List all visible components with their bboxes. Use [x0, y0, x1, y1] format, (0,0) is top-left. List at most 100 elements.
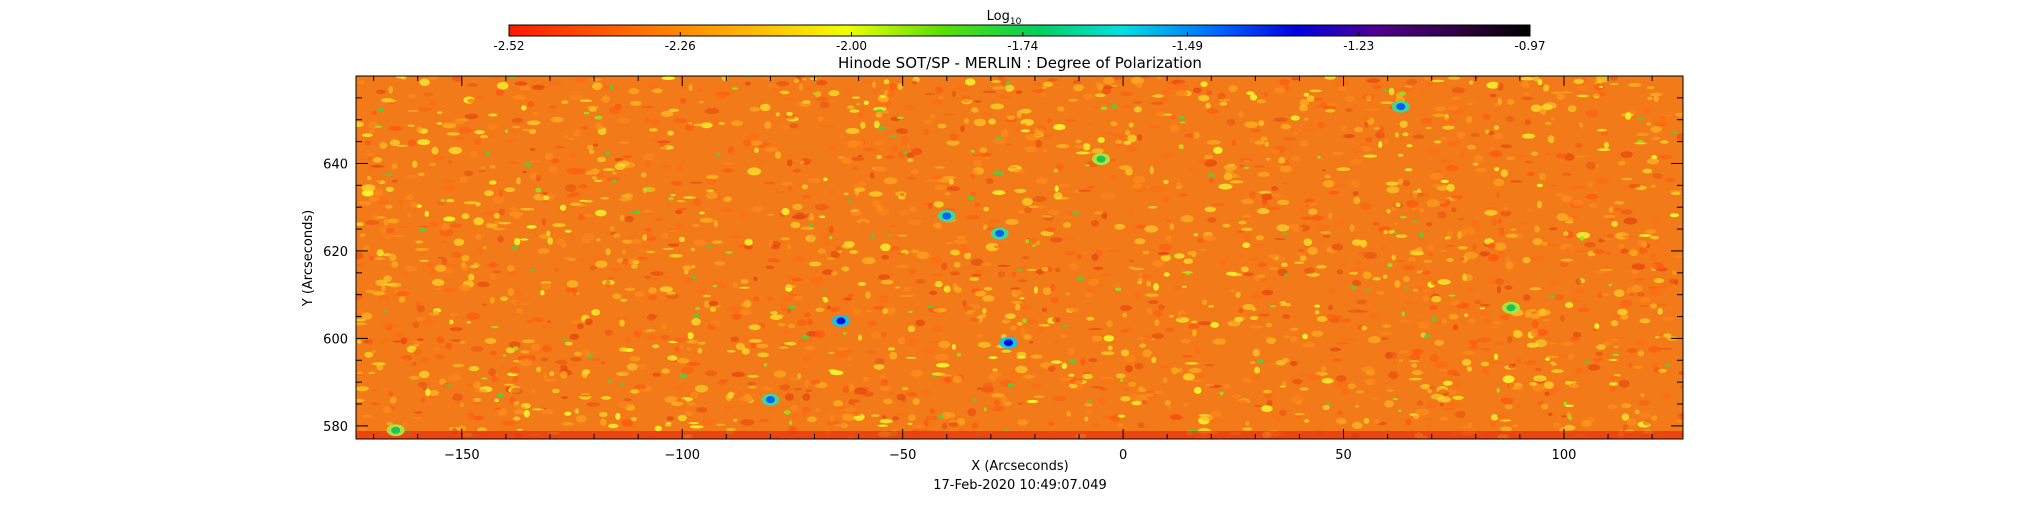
texture-cell [399, 358, 409, 362]
texture-cell [1475, 168, 1487, 173]
texture-cell [1152, 94, 1164, 98]
texture-cell [1249, 316, 1259, 320]
texture-cell [1613, 374, 1621, 377]
texture-cell [674, 222, 686, 230]
texture-cell [1543, 381, 1555, 390]
texture-cell [1091, 423, 1101, 429]
texture-cell [1493, 242, 1507, 251]
texture-green-speck [1072, 211, 1079, 216]
chart-title: Hinode SOT/SP - MERLIN : Degree of Polar… [838, 54, 1202, 72]
texture-cell [444, 121, 454, 125]
texture-cell [1181, 355, 1193, 358]
texture-green-speck [645, 187, 651, 191]
texture-cell [938, 340, 951, 349]
texture-cell [841, 423, 848, 429]
texture-cell [429, 269, 436, 275]
texture-cell [452, 393, 464, 401]
texture-cell [1372, 277, 1381, 281]
texture-cell [431, 146, 439, 155]
texture-cell [1510, 228, 1517, 231]
texture-cell [398, 296, 406, 303]
texture-cell [1352, 105, 1358, 110]
texture-cell [1000, 349, 1012, 353]
texture-cell [1402, 132, 1409, 137]
texture-cell [1560, 314, 1565, 323]
texture-cell [1664, 177, 1676, 183]
texture-cell [1609, 76, 1618, 81]
texture-cell [1546, 355, 1559, 358]
texture-cell [562, 256, 575, 261]
texture-cell [1282, 182, 1289, 185]
texture-cell [1032, 196, 1047, 203]
texture-green-speck [822, 287, 826, 290]
texture-cell [591, 309, 601, 316]
texture-cell [1166, 219, 1172, 223]
texture-cell [452, 76, 463, 82]
texture-cell [1417, 320, 1430, 329]
texture-cell [981, 262, 992, 266]
texture-cell [368, 129, 374, 134]
texture-cell [1653, 95, 1659, 102]
texture-cell [627, 258, 640, 265]
texture-cell [804, 345, 816, 350]
texture-green-speck [629, 211, 638, 214]
texture-cell [1285, 302, 1291, 307]
texture-cell [980, 313, 987, 319]
texture-cell [1399, 120, 1408, 128]
texture-cell [1629, 183, 1641, 189]
texture-cell [1240, 266, 1249, 273]
texture-cell [376, 89, 386, 95]
texture-cell [1424, 191, 1429, 199]
texture-cell [1047, 365, 1056, 373]
texture-cell [1229, 180, 1244, 184]
texture-cell [1336, 167, 1351, 171]
texture-cell [761, 386, 774, 391]
texture-green-speck [1608, 283, 1613, 287]
texture-cell [953, 375, 962, 384]
texture-cell [971, 170, 979, 175]
texture-cell [1131, 183, 1143, 190]
texture-cell [489, 165, 496, 169]
texture-cell [614, 163, 626, 170]
texture-cell [642, 234, 648, 241]
texture-cell [356, 292, 363, 300]
texture-cell [1628, 83, 1642, 87]
texture-cell [526, 225, 537, 229]
texture-cell [1411, 348, 1424, 356]
texture-cell [1447, 369, 1459, 376]
texture-cell [555, 359, 568, 365]
texture-cell [696, 289, 709, 294]
texture-cell [1656, 303, 1666, 306]
texture-cell [1530, 313, 1541, 319]
texture-cell [1129, 224, 1137, 232]
texture-cell [1068, 98, 1078, 102]
texture-cell [1544, 121, 1552, 125]
texture-cell [906, 144, 912, 148]
texture-green-speck [1032, 244, 1036, 247]
texture-cell [582, 232, 595, 241]
texture-cell [476, 281, 490, 288]
x-tick-label: −50 [889, 448, 916, 463]
texture-cell [1561, 415, 1567, 418]
texture-cell [596, 156, 606, 163]
texture-cell [642, 105, 655, 109]
texture-green-speck [908, 310, 913, 313]
texture-cell [1564, 216, 1574, 222]
texture-cell [1169, 314, 1174, 318]
texture-cell [1164, 400, 1171, 406]
texture-cell [1026, 399, 1039, 404]
texture-cell [1182, 373, 1195, 381]
texture-cell [1512, 424, 1519, 427]
texture-cell [489, 180, 497, 185]
texture-cell [857, 140, 866, 146]
texture-cell [1148, 124, 1161, 129]
texture-cell [925, 179, 938, 182]
texture-cell [1035, 139, 1043, 148]
texture-green-speck [843, 332, 847, 335]
texture-cell [880, 279, 894, 285]
texture-cell [607, 423, 619, 429]
texture-cell [1317, 121, 1325, 129]
texture-cell [1575, 278, 1582, 285]
texture-green-speck [1256, 359, 1264, 364]
texture-cell [934, 280, 943, 288]
